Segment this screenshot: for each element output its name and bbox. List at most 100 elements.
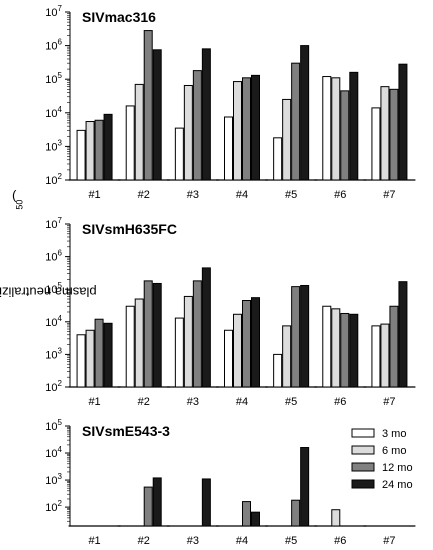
bar-24mo [251, 297, 260, 388]
y-tick-label: 106 [45, 38, 62, 53]
y-tick-label: 103 [45, 472, 62, 487]
x-tick-label: #4 [236, 535, 248, 547]
x-tick-label: #5 [285, 189, 297, 201]
bar-12mo [143, 30, 153, 181]
chart-panel-3: SIVsmE543-3 102 103 104 105 #1 #2 #3 #4 #5 #6 #7 3 m… [45, 418, 416, 547]
bar-12mo [291, 286, 301, 388]
x-tick-label: #5 [285, 396, 297, 408]
y-tick-label: 103 [45, 346, 62, 361]
chart-title: SIVsmE543-3 [82, 423, 170, 439]
legend-label: 12 mo [382, 462, 413, 474]
bar-3mo [224, 116, 233, 181]
bar-6mo [134, 298, 144, 388]
x-tick-label: #2 [138, 396, 150, 408]
y-tick-label: 105 [45, 281, 62, 296]
bar-24mo [152, 49, 162, 181]
legend-swatch [351, 428, 375, 438]
bar-3mo [125, 105, 135, 181]
legend-swatch [351, 445, 375, 455]
chart-panel-2: SIVsmH635FC 102 103 104 105 106 107 #1 #2 #3 #4 #5 #… [45, 216, 416, 408]
bar-24mo [201, 267, 211, 388]
x-tick-label: #4 [236, 189, 248, 201]
bar-12mo [242, 501, 251, 527]
bar-24mo [300, 447, 310, 527]
bar-6mo [85, 121, 95, 181]
bar-24mo [103, 113, 113, 181]
x-tick-label: #3 [187, 535, 199, 547]
legend-label: 3 mo [382, 428, 406, 440]
x-tick-label: #2 [138, 189, 150, 201]
y-tick-label: 107 [45, 216, 62, 231]
bar-12mo [143, 486, 153, 527]
bar-24mo [349, 313, 359, 388]
x-tick-label: #3 [187, 396, 199, 408]
bar-12mo [291, 62, 301, 181]
bar-3mo [76, 334, 86, 388]
y-tick-label: 107 [45, 4, 62, 19]
bar-12mo [389, 305, 399, 388]
bar-3mo [371, 107, 381, 181]
bar-12mo [94, 318, 104, 388]
bar-12mo [340, 90, 350, 181]
bar-12mo [242, 77, 251, 181]
y-tick-label: 105 [45, 71, 62, 86]
bar-24mo [349, 71, 359, 181]
x-tick-label: #6 [334, 189, 346, 201]
x-tick-label: #4 [236, 396, 248, 408]
bar-6mo [282, 98, 292, 181]
bar-6mo [380, 323, 390, 388]
bar-12mo [94, 119, 104, 181]
bar-3mo [174, 317, 184, 388]
bar-6mo [183, 295, 193, 388]
bar-6mo [134, 83, 144, 181]
y-tick-label: 104 [45, 445, 62, 460]
y-tick-label: 106 [45, 249, 62, 264]
bar-6mo [183, 84, 193, 181]
bar-24mo [251, 511, 260, 527]
x-tick-label: #1 [88, 535, 100, 547]
bar-3mo [322, 76, 332, 181]
y-tick-label: 102 [45, 379, 62, 394]
bar-24mo [300, 284, 310, 388]
bar-12mo [192, 70, 202, 181]
bar-3mo [224, 329, 233, 388]
bar-3mo [174, 127, 184, 181]
x-tick-label: #2 [138, 535, 150, 547]
bar-6mo [331, 509, 341, 527]
x-tick-label: #6 [334, 535, 346, 547]
legend-label: 6 mo [382, 445, 406, 457]
bar-12mo [192, 280, 202, 388]
chart-title: SIVmac316 [82, 9, 156, 25]
legend-swatch [351, 462, 375, 472]
bar-6mo [233, 313, 242, 388]
bar-6mo [380, 86, 390, 181]
bar-3mo [273, 137, 283, 181]
bar-3mo [371, 325, 381, 388]
x-tick-label: #6 [334, 396, 346, 408]
y-tick-label: 102 [45, 499, 62, 514]
y-tick-label: 104 [45, 105, 62, 120]
bar-3mo [322, 305, 332, 388]
bar-24mo [201, 48, 211, 181]
x-tick-label: #1 [88, 396, 100, 408]
bar-24mo [201, 478, 211, 527]
x-tick-label: #5 [285, 535, 297, 547]
y-tick-label: 103 [45, 138, 62, 153]
chart-title: SIVsmH635FC [82, 221, 177, 237]
bar-3mo [273, 353, 283, 388]
bar-12mo [389, 88, 399, 181]
bar-24mo [152, 282, 162, 388]
x-tick-label: #1 [88, 189, 100, 201]
bar-6mo [331, 77, 341, 181]
bar-12mo [143, 280, 153, 388]
bar-6mo [85, 329, 95, 388]
x-tick-label: #7 [383, 535, 395, 547]
bar-12mo [340, 312, 350, 388]
bar-12mo [291, 499, 301, 527]
legend-swatch [351, 479, 375, 489]
y-tick-label: 102 [45, 172, 62, 187]
y-tick-label: 104 [45, 314, 62, 329]
legend-label: 24 mo [382, 479, 413, 491]
x-tick-label: #7 [383, 396, 395, 408]
